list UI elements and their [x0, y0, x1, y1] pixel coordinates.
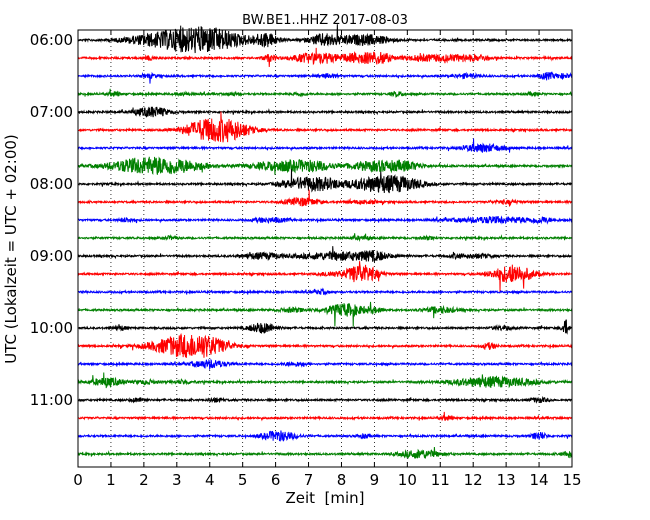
trace-0900: [77, 246, 573, 264]
x-tick-label: 5: [238, 471, 248, 489]
trace-1115: [77, 411, 573, 422]
x-axis-label: Zeit [min]: [285, 489, 364, 507]
y-axis-label: UTC (Lokalzeit = UTC + 02:00): [2, 134, 20, 364]
trace-1000: [77, 319, 573, 335]
trace-1045: [77, 372, 573, 389]
trace-0930: [77, 287, 573, 296]
trace-0730: [77, 138, 573, 153]
x-tick-label: 15: [562, 471, 581, 489]
y-tick-label: 10:00: [30, 319, 73, 337]
x-tick-label: 9: [370, 471, 380, 489]
trace-0815: [77, 189, 573, 207]
trace-1130: [77, 430, 573, 442]
y-tick-label: 06:00: [30, 31, 73, 49]
trace-0615: [77, 47, 573, 68]
trace-0845: [77, 233, 573, 243]
x-tick-label: 2: [139, 471, 149, 489]
trace-0630: [77, 71, 573, 84]
x-tick-label: 1: [106, 471, 116, 489]
trace-0945: [77, 301, 573, 327]
trace-0915: [77, 261, 573, 292]
x-tick-label: 6: [271, 471, 281, 489]
x-tick-label: 13: [497, 471, 516, 489]
seismogram-traces: [77, 24, 573, 459]
trace-0715: [77, 111, 573, 143]
plot-frame: [77, 29, 573, 468]
y-tick-label: 08:00: [30, 175, 73, 193]
x-tick-label: 8: [337, 471, 347, 489]
trace-1030: [77, 358, 573, 371]
trace-1100: [77, 395, 573, 404]
trace-0645: [77, 88, 573, 98]
x-tick-label: 7: [304, 471, 314, 489]
trace-0600: [77, 24, 573, 54]
x-tick-label: 10: [398, 471, 417, 489]
grid-lines: [110, 30, 540, 467]
trace-0830: [77, 215, 573, 225]
x-tick-label: 0: [73, 471, 83, 489]
trace-1015: [77, 332, 573, 358]
x-tick-label: 11: [431, 471, 450, 489]
trace-0745: [77, 156, 573, 175]
chart-title: BW.BE1..HHZ 2017-08-03: [242, 13, 408, 28]
x-tick-label: 14: [530, 471, 549, 489]
y-tick-label: 11:00: [30, 391, 73, 409]
trace-0700: [77, 106, 573, 118]
y-axis-ticks: 06:00 07:00 08:00 09:00 10:00 11:00: [30, 31, 572, 409]
y-tick-label: 09:00: [30, 247, 73, 265]
trace-0800: [77, 169, 573, 194]
x-tick-label: 3: [172, 471, 182, 489]
trace-1145: [77, 447, 573, 459]
y-tick-label: 07:00: [30, 103, 73, 121]
x-tick-label: 12: [464, 471, 483, 489]
x-tick-label: 4: [205, 471, 215, 489]
x-axis-ticks: 0 1 2 3 4 5 6 7 8 9 10 11 12 13 14 15: [73, 30, 582, 489]
